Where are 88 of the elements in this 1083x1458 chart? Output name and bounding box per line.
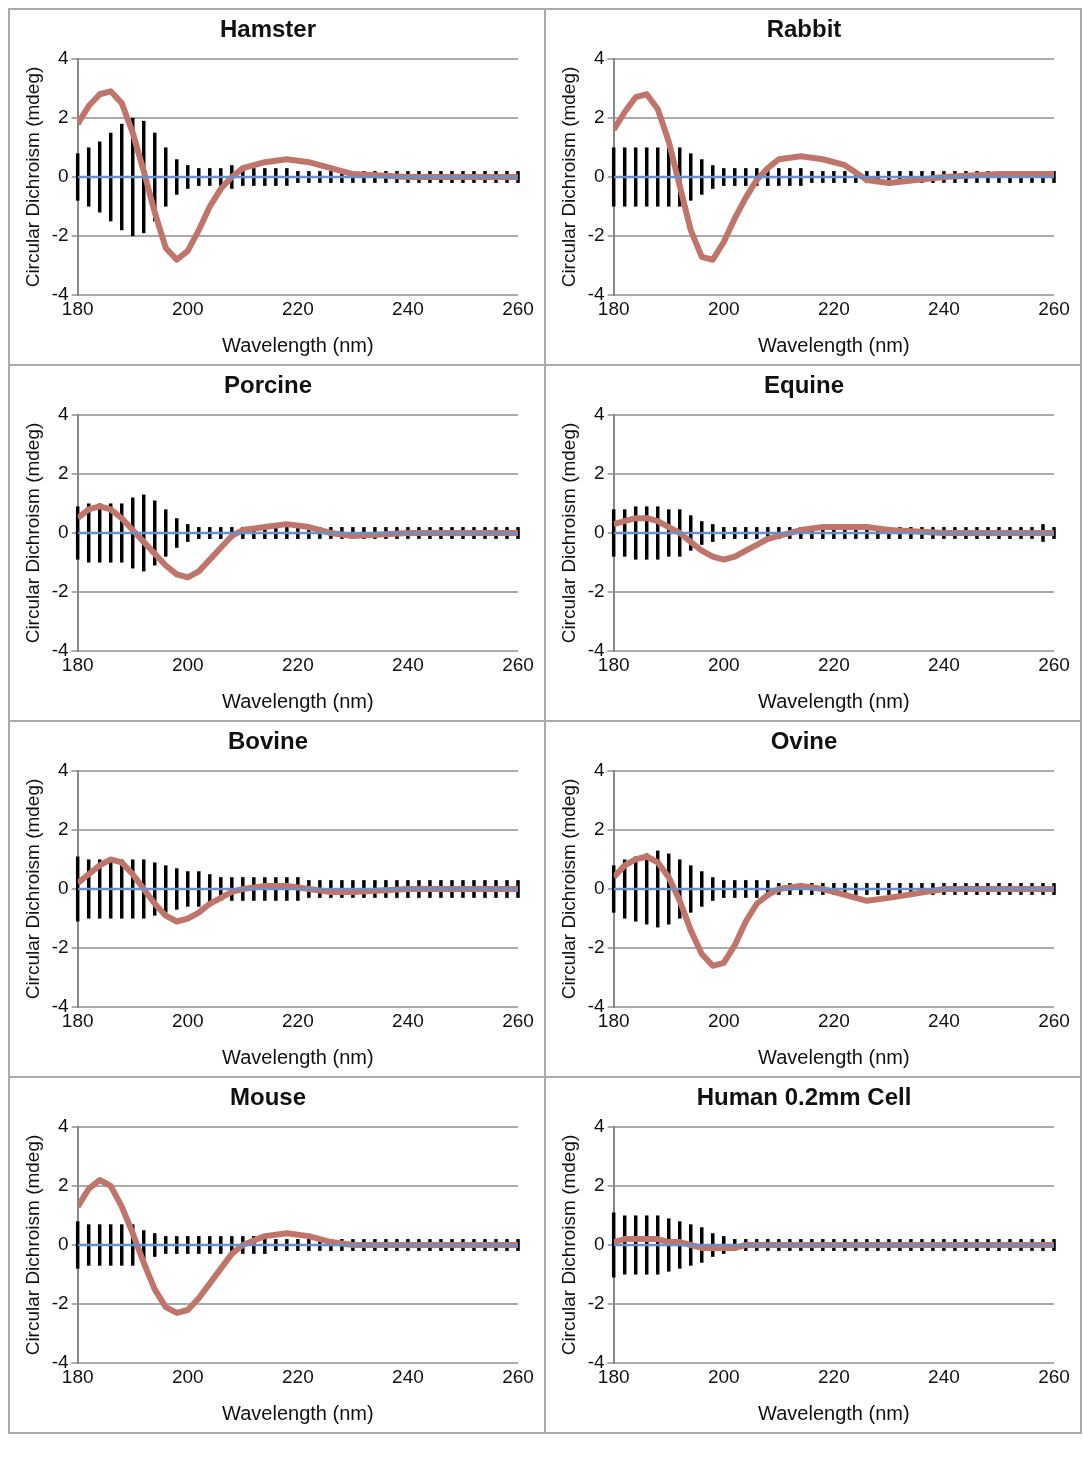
y-tick-label: 4 bbox=[58, 403, 70, 425]
x-axis-title: Wavelength (nm) bbox=[222, 1401, 374, 1424]
chart-title: Human 0.2mm Cell bbox=[696, 1083, 912, 1111]
y-tick-label: 2 bbox=[594, 1174, 605, 1196]
y-tick-label: 4 bbox=[58, 47, 70, 69]
x-tick-label: 200 bbox=[707, 1365, 740, 1387]
chart-title: Ovine bbox=[770, 727, 838, 755]
x-tick-label: 220 bbox=[818, 1009, 850, 1031]
y-tick-label: 0 bbox=[594, 1233, 605, 1255]
x-tick-label: 200 bbox=[171, 653, 204, 675]
x-tick-label: 240 bbox=[392, 653, 424, 675]
x-tick-label: 240 bbox=[392, 1365, 424, 1387]
y-tick-label: -2 bbox=[51, 580, 69, 602]
x-tick-label: 240 bbox=[392, 1009, 424, 1031]
x-tick-label: 220 bbox=[282, 297, 314, 319]
chart-title: Hamster bbox=[219, 15, 317, 43]
y-tick-label: 4 bbox=[58, 1115, 70, 1137]
y-tick-label: -2 bbox=[587, 580, 605, 602]
y-axis-title: Circular Dichroism (mdeg) bbox=[557, 778, 579, 1000]
y-tick-label: 0 bbox=[58, 165, 69, 187]
x-tick-label: 200 bbox=[707, 653, 740, 675]
x-tick-label: 260 bbox=[502, 1009, 534, 1031]
y-tick-label: -2 bbox=[587, 1292, 605, 1314]
y-tick-label: 0 bbox=[58, 1233, 69, 1255]
y-tick-label: 2 bbox=[594, 462, 605, 484]
y-tick-label: 4 bbox=[594, 759, 606, 781]
y-axis-title: Circular Dichroism (mdeg) bbox=[557, 66, 579, 288]
x-tick-label: 260 bbox=[1038, 1009, 1070, 1031]
x-tick-label: 220 bbox=[282, 1365, 314, 1387]
x-axis-title: Wavelength (nm) bbox=[758, 1045, 910, 1068]
chart-title: Mouse bbox=[229, 1083, 307, 1111]
y-tick-label: 4 bbox=[594, 1115, 606, 1137]
y-tick-label: -2 bbox=[51, 224, 69, 246]
y-tick-label: -2 bbox=[51, 936, 69, 958]
chart-title: Bovine bbox=[227, 727, 309, 755]
y-tick-label: -2 bbox=[587, 936, 605, 958]
x-axis-title: Wavelength (nm) bbox=[222, 1045, 374, 1068]
x-axis-title: Wavelength (nm) bbox=[222, 333, 374, 356]
x-axis-title: Wavelength (nm) bbox=[758, 689, 910, 712]
x-tick-label: 240 bbox=[928, 297, 960, 319]
y-tick-label: 2 bbox=[594, 818, 605, 840]
y-tick-label: 2 bbox=[58, 462, 69, 484]
y-tick-label: 0 bbox=[58, 877, 69, 899]
y-tick-label: 4 bbox=[58, 759, 70, 781]
x-tick-label: 240 bbox=[928, 653, 960, 675]
x-tick-label: 220 bbox=[282, 653, 314, 675]
x-tick-label: 200 bbox=[171, 1365, 204, 1387]
x-tick-label: 260 bbox=[1038, 297, 1070, 319]
x-tick-label: 260 bbox=[1038, 1365, 1070, 1387]
y-axis-title: Circular Dichroism (mdeg) bbox=[557, 1134, 579, 1356]
x-axis-title: Wavelength (nm) bbox=[758, 333, 910, 356]
y-tick-label: 0 bbox=[594, 165, 605, 187]
x-tick-label: 260 bbox=[502, 653, 534, 675]
chart-title: Rabbit bbox=[766, 15, 842, 43]
x-tick-label: 200 bbox=[171, 297, 204, 319]
y-tick-label: 0 bbox=[594, 521, 605, 543]
y-tick-label: 2 bbox=[58, 106, 69, 128]
chart-title: Equine bbox=[763, 371, 845, 399]
y-axis-title: Circular Dichroism (mdeg) bbox=[21, 1134, 43, 1356]
y-tick-label: 0 bbox=[58, 521, 69, 543]
x-tick-label: 220 bbox=[818, 297, 850, 319]
x-axis-title: Wavelength (nm) bbox=[758, 1401, 910, 1424]
y-axis-title: Circular Dichroism (mdeg) bbox=[557, 422, 579, 644]
x-tick-label: 260 bbox=[1038, 653, 1070, 675]
y-tick-label: 4 bbox=[594, 47, 606, 69]
x-tick-label: 220 bbox=[818, 1365, 850, 1387]
y-axis-title: Circular Dichroism (mdeg) bbox=[21, 778, 43, 1000]
x-tick-label: 200 bbox=[171, 1009, 204, 1031]
x-tick-label: 260 bbox=[502, 297, 534, 319]
chart-title: Porcine bbox=[223, 371, 313, 399]
x-tick-label: 200 bbox=[707, 297, 740, 319]
x-tick-label: 240 bbox=[392, 297, 424, 319]
y-tick-label: -2 bbox=[51, 1292, 69, 1314]
x-tick-label: 240 bbox=[928, 1365, 960, 1387]
y-tick-label: 4 bbox=[594, 403, 606, 425]
x-tick-label: 200 bbox=[707, 1009, 740, 1031]
y-tick-label: 2 bbox=[594, 106, 605, 128]
y-axis-title: Circular Dichroism (mdeg) bbox=[21, 422, 43, 644]
y-tick-label: 2 bbox=[58, 818, 69, 840]
x-tick-label: 220 bbox=[818, 653, 850, 675]
x-tick-label: 260 bbox=[502, 1365, 534, 1387]
x-tick-label: 220 bbox=[282, 1009, 314, 1031]
x-axis-title: Wavelength (nm) bbox=[222, 689, 374, 712]
y-tick-label: 0 bbox=[594, 877, 605, 899]
y-tick-label: -2 bbox=[587, 224, 605, 246]
x-tick-label: 240 bbox=[928, 1009, 960, 1031]
y-tick-label: 2 bbox=[58, 1174, 69, 1196]
y-axis-title: Circular Dichroism (mdeg) bbox=[21, 66, 43, 288]
